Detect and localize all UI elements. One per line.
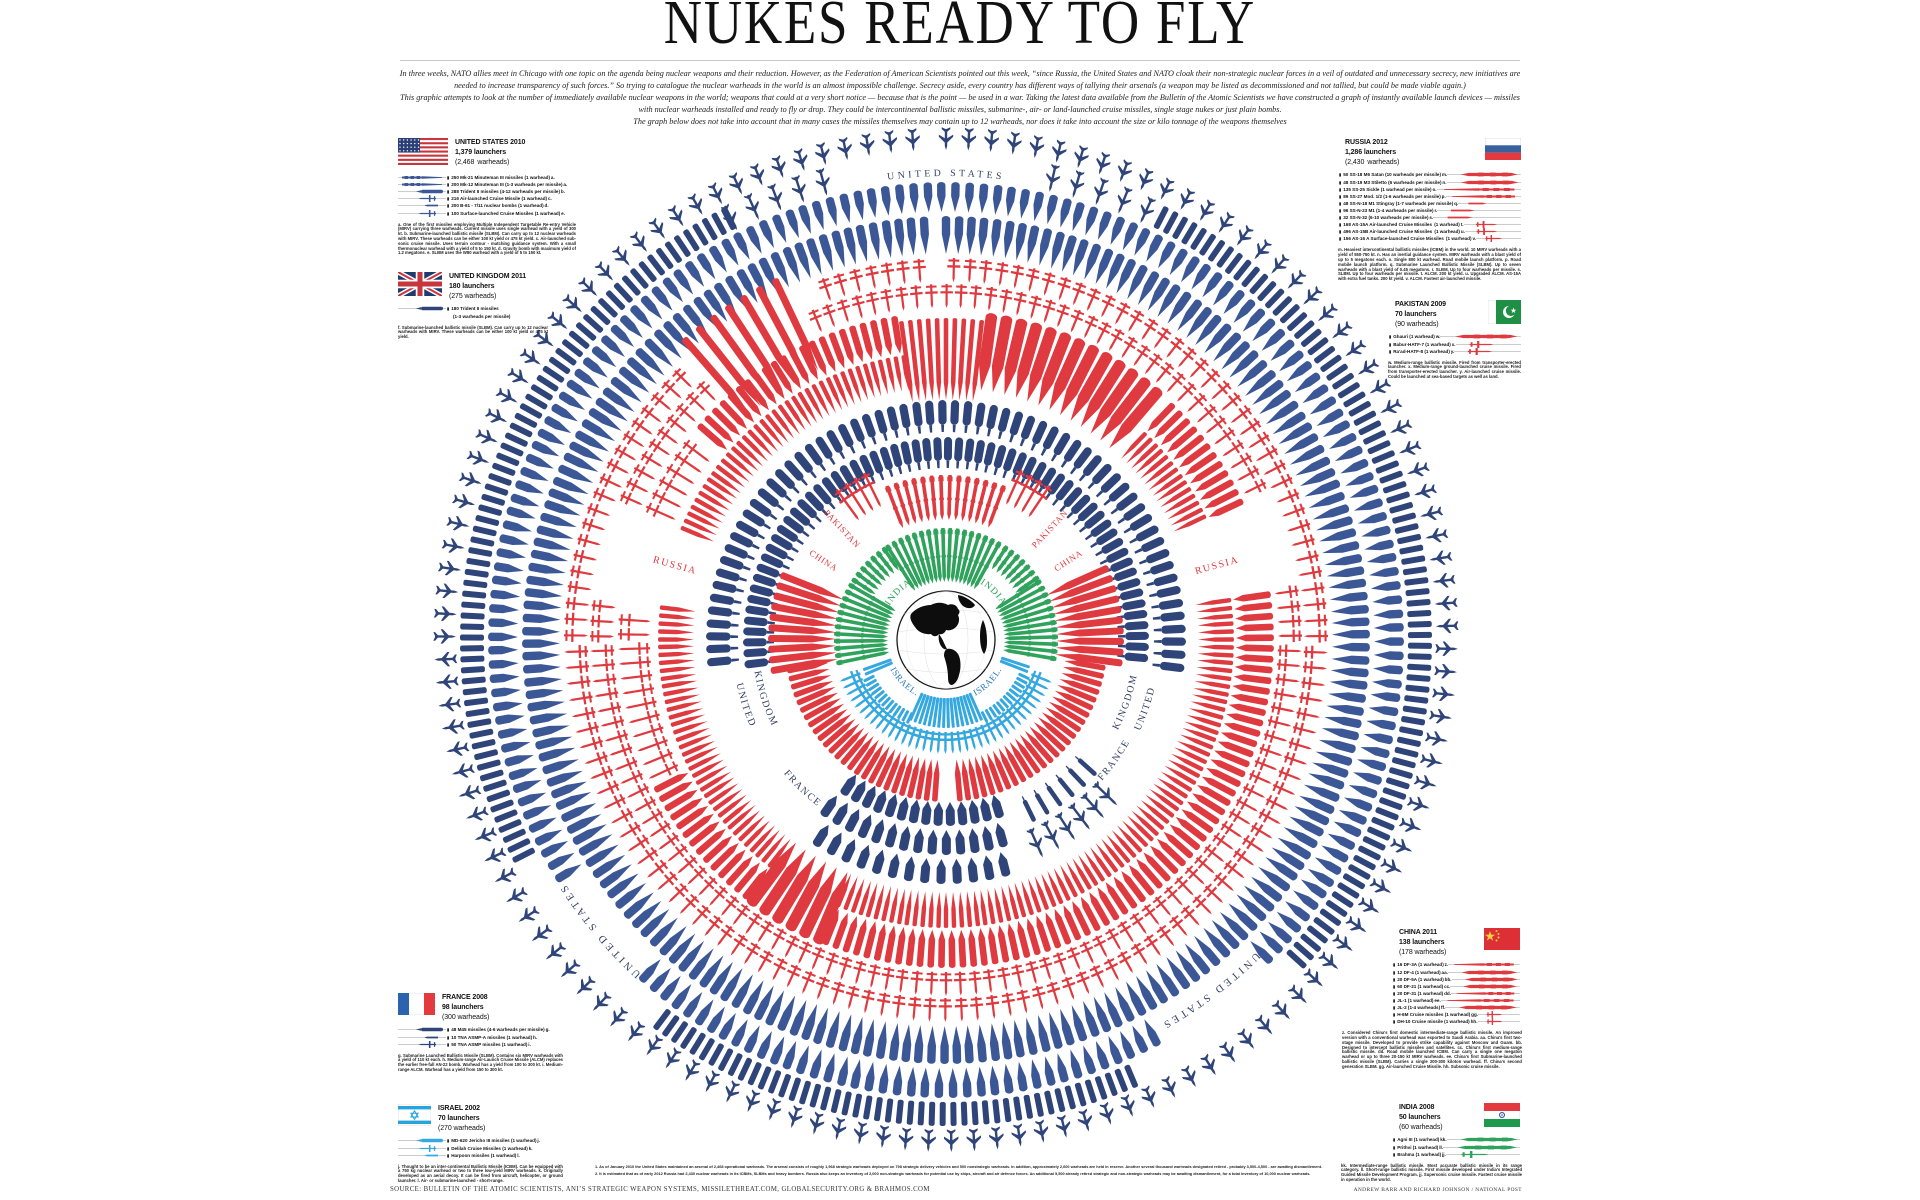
- svg-text:FRANCE: FRANCE: [1096, 737, 1133, 782]
- svg-text:RUSSIA: RUSSIA: [1194, 554, 1240, 577]
- svg-text:PAKISTAN: PAKISTAN: [822, 508, 862, 550]
- svg-text:INDIA: INDIA: [978, 578, 1008, 608]
- svg-text:UNITED STATES: UNITED STATES: [887, 168, 1006, 183]
- svg-text:UNITED: UNITED: [1132, 685, 1157, 732]
- svg-text:PAKISTAN: PAKISTAN: [1030, 508, 1070, 550]
- svg-text:CHINA: CHINA: [1052, 548, 1084, 574]
- svg-text:CHINA: CHINA: [808, 548, 840, 574]
- svg-text:RUSSIA: RUSSIA: [652, 554, 698, 577]
- svg-text:INDIA: INDIA: [884, 578, 914, 608]
- svg-text:FRANCE: FRANCE: [781, 768, 823, 809]
- svg-text:UNITED: UNITED: [734, 682, 759, 729]
